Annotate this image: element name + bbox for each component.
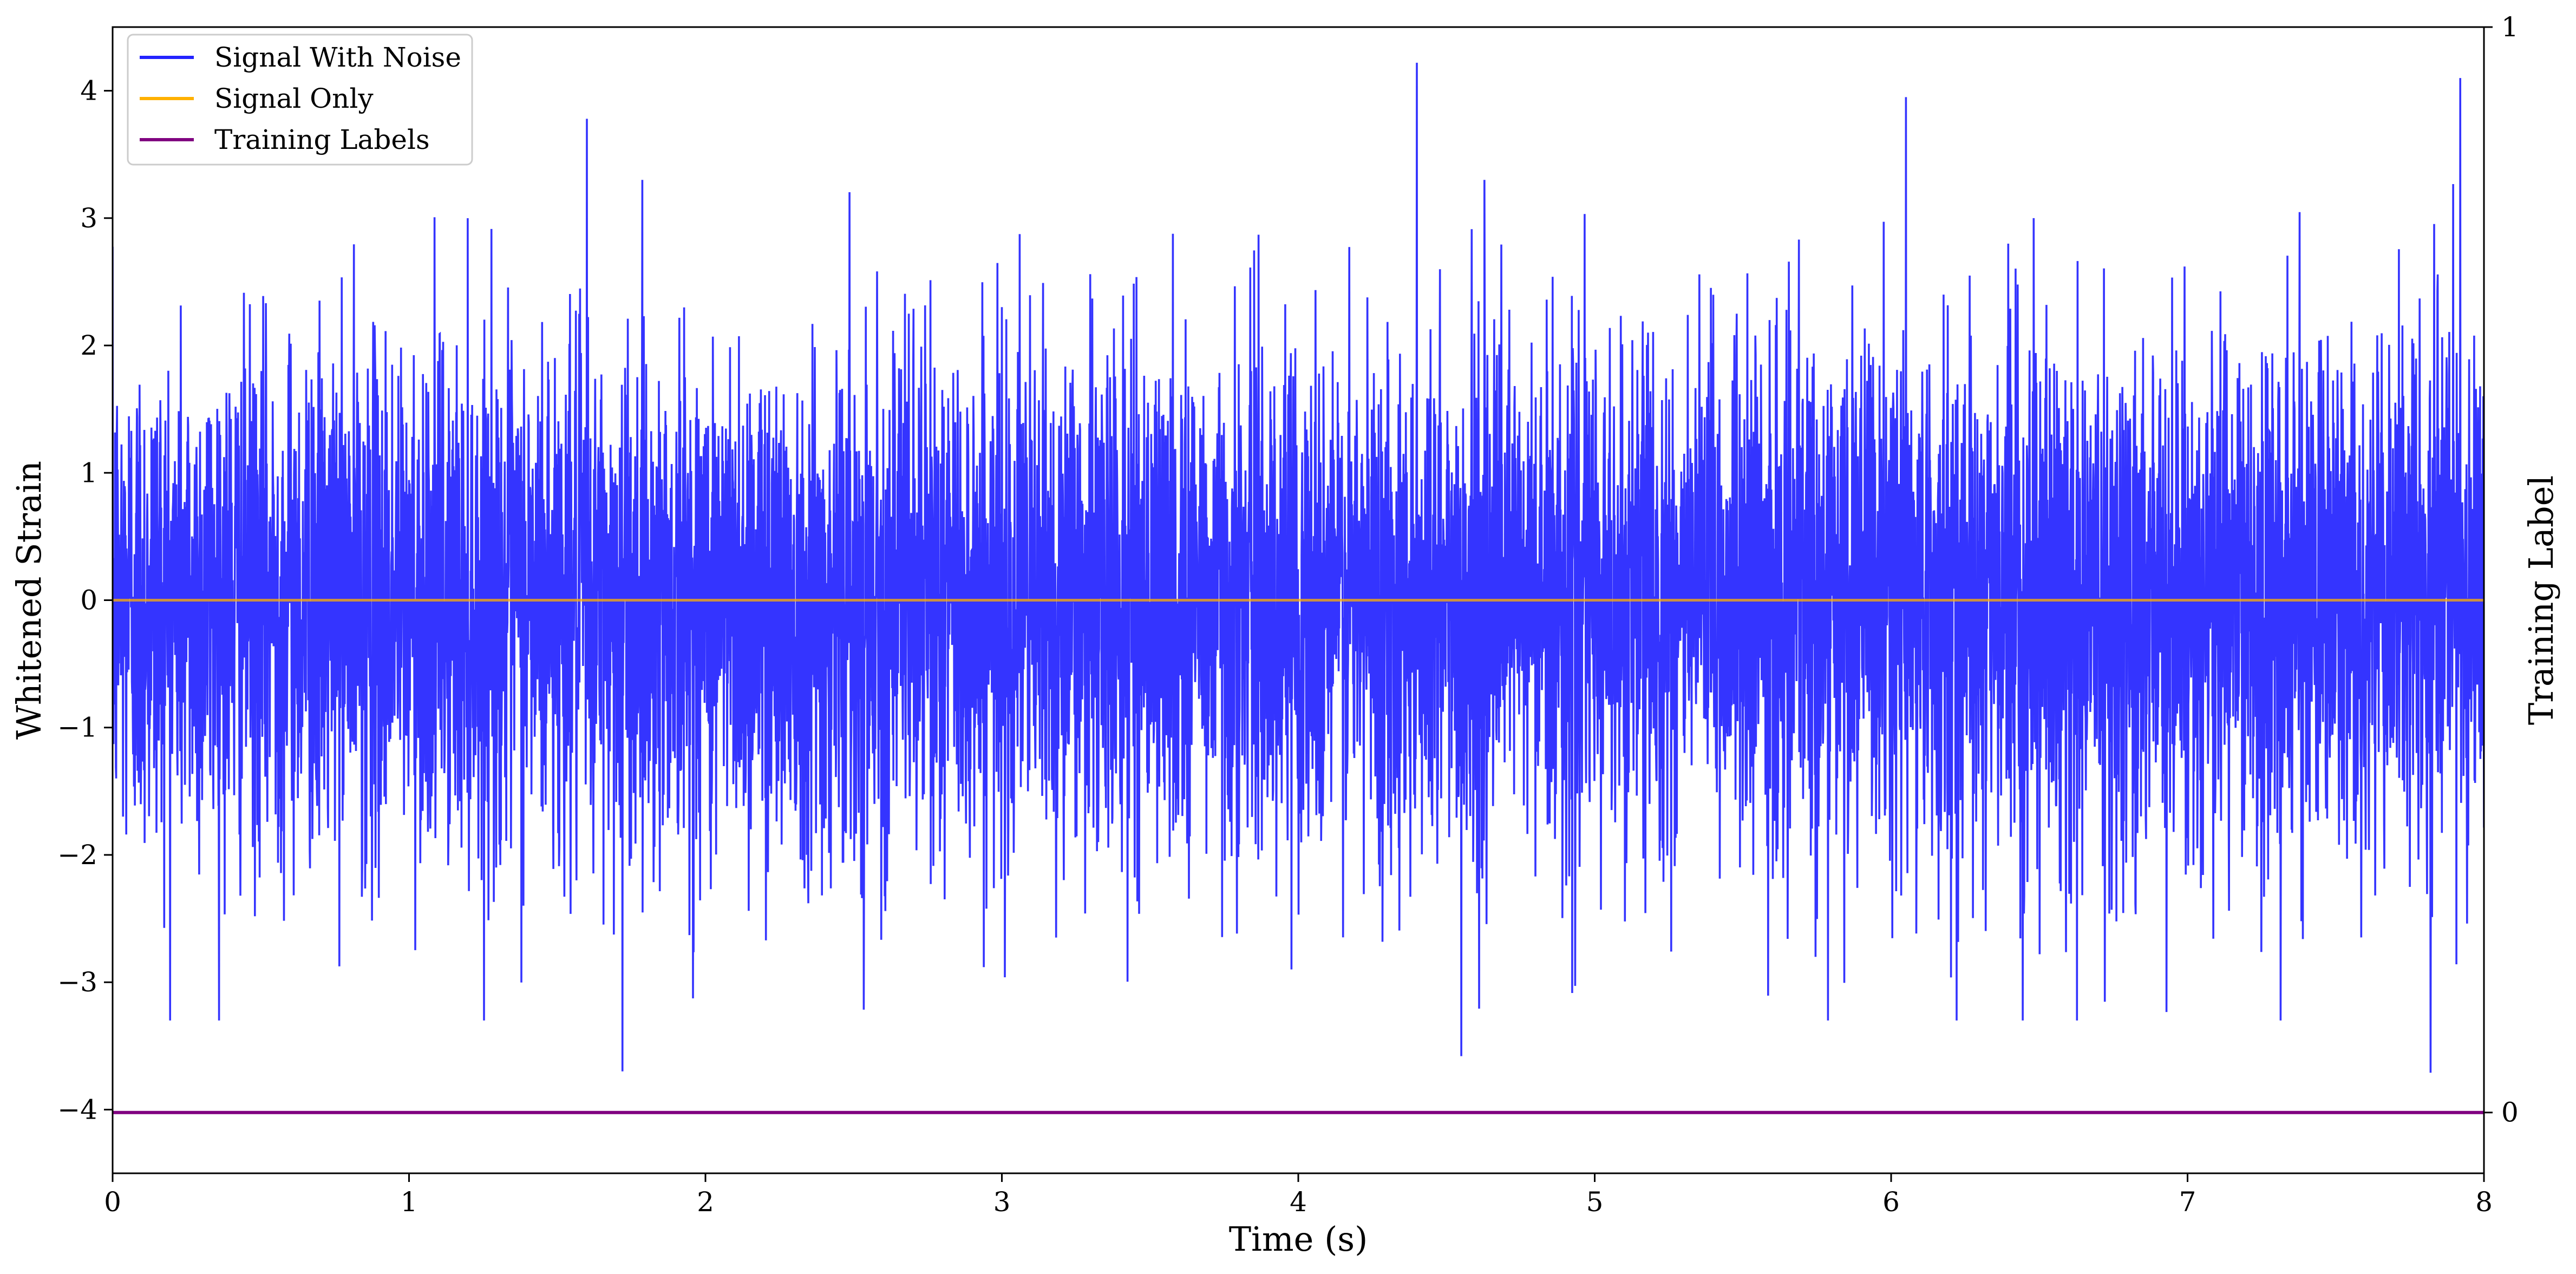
axes: 0 1 2 3 4 5 6 7 8 4 3 2 1 0 −1 −2 −3 −4 1 0 Time (s) Whitened…	[9, 11, 2561, 1259]
legend-entry-label: Signal Only	[214, 83, 374, 114]
x-tick-label: 0	[104, 1186, 121, 1218]
x-tick-label: 2	[697, 1186, 714, 1218]
legend: Signal With Noise Signal Only Training Lab…	[127, 34, 473, 166]
x-tick-label: 3	[993, 1186, 1011, 1218]
y-tick-label: 3	[80, 202, 97, 234]
x-tick-label: 7	[2179, 1186, 2196, 1218]
x-tick-label: 6	[1882, 1186, 1900, 1218]
y2-tick-label: 1	[2501, 11, 2519, 43]
y-tick-label: 1	[80, 457, 97, 488]
x-tick-label: 1	[401, 1186, 418, 1218]
legend-entry-label: Signal With Noise	[214, 42, 461, 73]
legend-entry-label: Training Labels	[214, 124, 430, 155]
y-axis-label: Whitened Strain	[9, 461, 49, 740]
x-tick-label: 4	[1290, 1186, 1307, 1218]
y-tick-label: −2	[57, 839, 97, 871]
y-tick-label: 2	[80, 330, 97, 361]
y-tick-label: −3	[57, 966, 97, 998]
legend-box	[127, 34, 473, 166]
x-tick-label: 8	[2475, 1186, 2493, 1218]
x-axis-label: Time (s)	[1229, 1219, 1368, 1259]
x-tick-label: 5	[1586, 1186, 1604, 1218]
plot-area	[113, 62, 2484, 1114]
y-tick-label: 4	[80, 75, 97, 107]
y-tick-label: −1	[57, 712, 97, 743]
series-signal-with-noise	[113, 62, 2484, 1073]
y-tick-label: −4	[57, 1094, 97, 1125]
y-tick-label: 0	[80, 585, 97, 616]
y2-axis-label: Training Label	[2521, 475, 2561, 725]
y2-tick-label: 0	[2501, 1097, 2519, 1128]
